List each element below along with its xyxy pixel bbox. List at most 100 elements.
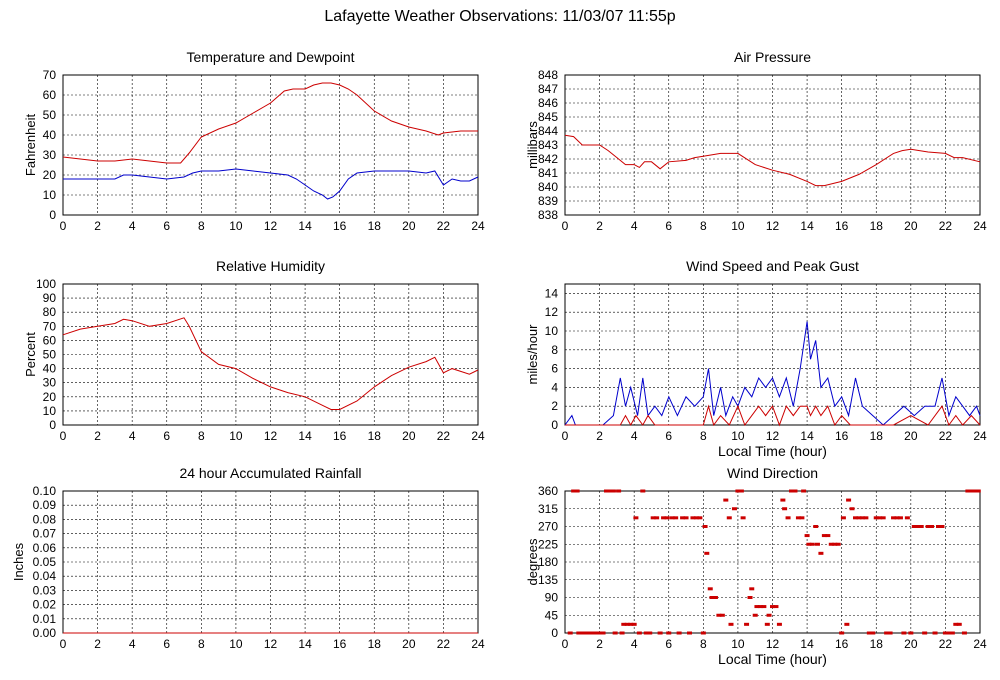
rainfall-y-tick-label: 0.03 [33, 583, 57, 597]
wind-speed-x-tick-label: 8 [700, 429, 707, 443]
temperature-y-axis-label: Fahrenheit [23, 114, 38, 177]
wind-direction-data-point [809, 542, 815, 546]
pressure-y-tick-label: 839 [538, 194, 558, 208]
wind-direction-data-point [712, 596, 718, 599]
wind-speed-x-tick-label: 18 [870, 429, 884, 443]
temperature-x-tick-label: 2 [94, 219, 101, 233]
wind-direction-plot-frame [564, 490, 981, 634]
wind-direction-y-tick-label: 360 [538, 484, 558, 498]
wind-speed-y-tick-label: 0 [551, 418, 558, 432]
wind-direction-data-point [859, 516, 865, 520]
wind-direction-data-point [911, 525, 917, 528]
rainfall-x-tick-label: 0 [60, 637, 67, 651]
wind-direction-data-point [636, 631, 642, 635]
rainfall-y-tick-label: 0.07 [33, 527, 57, 541]
temperature-series-line-red [62, 82, 478, 164]
wind-direction-data-point [849, 507, 855, 511]
pressure-y-axis-label: millibars [525, 121, 540, 169]
wind-direction-x-tick-label: 18 [870, 637, 884, 651]
wind-direction-data-point [904, 516, 910, 520]
wind-direction-data-point [792, 489, 798, 493]
wind-direction-y-tick-label: 315 [538, 502, 558, 516]
wind-direction-y-tick-label: 270 [538, 520, 558, 534]
wind-direction-y-tick-label: 45 [545, 608, 559, 622]
wind-direction-data-point [813, 525, 819, 528]
wind-direction-chart-title: Wind Direction [727, 465, 818, 481]
wind-direction-data-point [747, 596, 753, 599]
wind-direction-x-tick-label: 14 [800, 637, 814, 651]
pressure-x-tick-label: 16 [835, 219, 849, 233]
rainfall-y-tick-label: 0.00 [33, 626, 57, 640]
wind-direction-data-point [897, 516, 903, 520]
pressure-x-tick-label: 10 [731, 219, 745, 233]
wind-direction-x-axis-label: Local Time (hour) [718, 651, 827, 667]
rainfall-x-tick-label: 22 [437, 637, 451, 651]
wind-direction-data-point [600, 631, 606, 635]
wind-direction-data-point [666, 631, 672, 635]
wind-speed-y-tick-label: 8 [551, 343, 558, 357]
rainfall-y-tick-label: 0.09 [33, 498, 57, 512]
rainfall-y-tick-label: 0.06 [33, 541, 57, 555]
pressure-x-tick-label: 4 [631, 219, 638, 233]
wind-speed-y-tick-label: 6 [551, 362, 558, 376]
rainfall-x-tick-label: 10 [229, 637, 243, 651]
wind-direction-data-point [932, 631, 938, 635]
wind-direction-y-tick-label: 90 [545, 591, 559, 605]
rainfall-y-tick-label: 0.08 [33, 512, 57, 526]
wind-direction-data-point [697, 516, 703, 520]
wind-direction-data-point [856, 516, 862, 520]
wind-direction-data-point [801, 489, 807, 493]
pressure-y-tick-label: 842 [538, 152, 558, 166]
rainfall-x-tick-label: 12 [264, 637, 278, 651]
humidity-y-axis-label: Percent [23, 332, 38, 377]
wind-speed-chart-title: Wind Speed and Peak Gust [686, 258, 859, 274]
wind-direction-data-point [953, 622, 959, 626]
temperature-y-tick-label: 30 [43, 148, 57, 162]
wind-direction-data-point [700, 631, 706, 635]
humidity-y-tick-label: 90 [43, 291, 57, 305]
humidity-x-tick-label: 10 [229, 429, 243, 443]
pressure-y-tick-label: 843 [538, 138, 558, 152]
wind-direction-data-point [640, 489, 646, 493]
wind-direction-data-point [673, 516, 679, 520]
rainfall-y-tick-label: 0.04 [33, 569, 57, 583]
rainfall-y-tick-label: 0.05 [33, 555, 57, 569]
humidity-x-tick-label: 14 [298, 429, 312, 443]
humidity-y-tick-label: 80 [43, 305, 57, 319]
wind-speed-x-axis-label: Local Time (hour) [718, 443, 827, 459]
wind-direction-data-point [680, 516, 686, 520]
temperature-x-tick-label: 20 [402, 219, 416, 233]
wind-direction-data-point [840, 516, 846, 520]
wind-direction-data-point [965, 489, 971, 493]
pressure-x-tick-label: 20 [904, 219, 918, 233]
wind-speed-y-tick-label: 2 [551, 399, 558, 413]
temperature-x-tick-label: 18 [368, 219, 382, 233]
wind-direction-data-point [782, 507, 788, 511]
wind-direction-data-point [877, 516, 883, 520]
wind-direction-data-point [936, 525, 941, 528]
wind-direction-data-point [880, 516, 886, 520]
humidity-y-tick-label: 50 [43, 348, 57, 362]
wind-direction-x-tick-label: 24 [973, 637, 987, 651]
wind-direction-data-point [961, 631, 967, 635]
wind-speed-x-tick-label: 24 [973, 429, 987, 443]
wind-direction-data-point [607, 489, 613, 493]
temperature-y-tick-label: 70 [43, 68, 57, 82]
wind-direction-x-tick-label: 10 [731, 637, 745, 651]
wind-direction-data-point [785, 516, 791, 520]
pressure-y-tick-label: 847 [538, 82, 558, 96]
rainfall-x-tick-label: 20 [402, 637, 416, 651]
wind-direction-data-point [654, 516, 660, 520]
humidity-y-tick-label: 0 [49, 418, 56, 432]
wind-direction-data-point [891, 516, 897, 520]
wind-direction-data-point [621, 622, 627, 626]
wind-direction-data-point [846, 498, 852, 502]
wind-speed-y-tick-label: 12 [545, 305, 559, 319]
wind-direction-data-point [719, 613, 725, 617]
rainfall-x-tick-label: 14 [298, 637, 312, 651]
rainfall-y-tick-label: 0.10 [33, 484, 57, 498]
wind-direction-x-tick-label: 22 [939, 637, 953, 651]
wind-direction-x-tick-label: 16 [835, 637, 849, 651]
